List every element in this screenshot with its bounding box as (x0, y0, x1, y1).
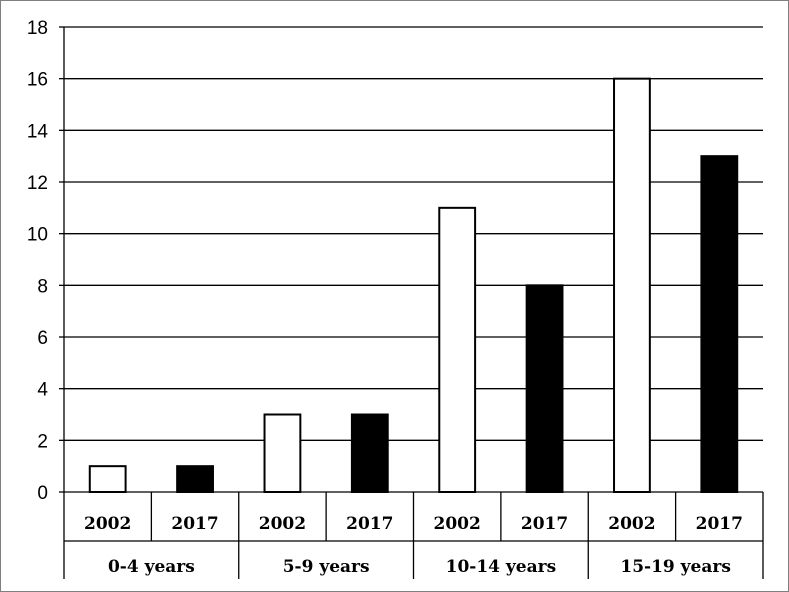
x-axis-category-labels: 2002 2017 2002 2017 2002 2017 2002 2017 (84, 514, 743, 534)
x-axis-group-labels: 0-4 years 5-9 years 10-14 years 15-19 years (108, 557, 731, 577)
bar-0-4-years-2017 (176, 465, 214, 493)
y-tick-label: 0 (37, 483, 48, 504)
y-tick-label: 4 (37, 380, 48, 401)
bar-15-19-years-2002 (613, 77, 651, 494)
x-category-label: 2017 (696, 514, 743, 534)
x-category-label: 2017 (171, 514, 218, 534)
y-tick-label: 10 (27, 225, 48, 246)
y-tick-label: 14 (27, 121, 49, 142)
y-tick-label: 8 (37, 276, 48, 297)
gridlines (64, 26, 763, 441)
x-category-label: 2017 (346, 514, 393, 534)
x-category-label: 2002 (434, 514, 481, 534)
x-group-label: 15-19 years (620, 557, 731, 577)
x-category-label: 2002 (259, 514, 306, 534)
y-axis-tick-labels: 0 2 4 6 8 10 12 14 16 18 (27, 18, 49, 504)
bar-5-9-years-2002 (263, 413, 302, 493)
bar-10-14-years-2017 (525, 284, 564, 494)
x-group-label: 0-4 years (108, 557, 195, 577)
y-tick-label: 16 (27, 70, 48, 91)
x-category-label: 2017 (521, 514, 568, 534)
bar-5-9-years-2017 (350, 413, 389, 493)
x-group-label: 10-14 years (446, 557, 557, 577)
x-category-label: 2002 (608, 514, 655, 534)
bars (88, 77, 739, 494)
bar-0-4-years-2002 (88, 465, 127, 493)
y-tick-label: 12 (27, 173, 48, 194)
y-tick-label: 6 (37, 328, 48, 349)
y-tick-label: 2 (37, 431, 48, 452)
x-category-label: 2002 (84, 514, 131, 534)
x-group-label: 5-9 years (283, 557, 370, 577)
y-tick-label: 18 (27, 18, 48, 39)
bar-15-19-years-2017 (700, 155, 739, 494)
axes (59, 26, 764, 579)
bar-10-14-years-2002 (438, 206, 477, 493)
